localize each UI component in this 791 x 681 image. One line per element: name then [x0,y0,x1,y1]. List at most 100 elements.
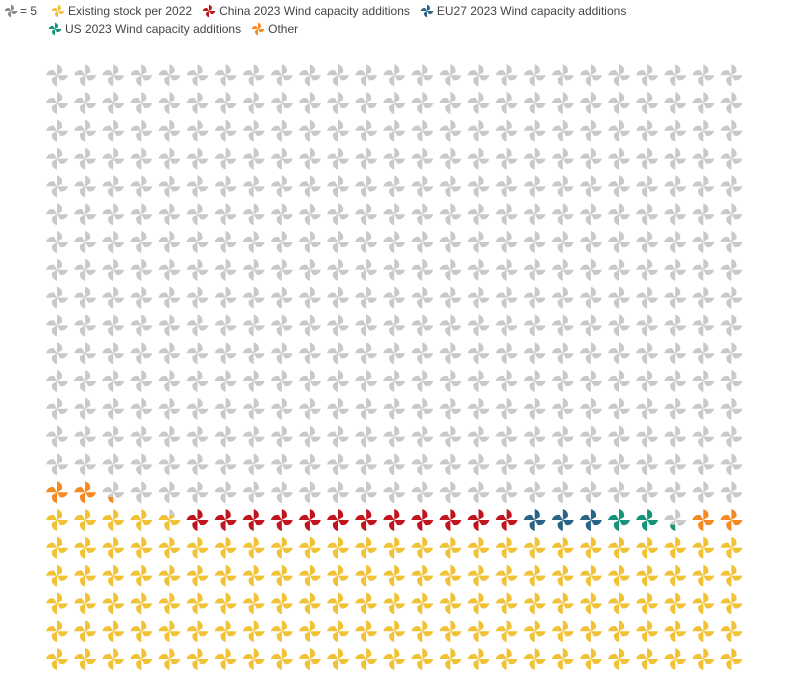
turbine-icon [523,147,546,170]
turbine-icon [214,92,237,114]
turbine-icon [467,64,490,87]
turbine-icon [214,536,237,559]
turbine-icon [495,370,518,392]
turbine-icon [102,258,125,281]
turbine-icon [551,175,574,198]
turbine-icon [46,648,68,670]
turbine-icon [692,592,715,615]
turbine-icon [664,147,687,170]
turbine-icon [495,119,518,142]
turbine-icon [74,370,97,392]
turbine-icon [102,286,125,309]
turbine-icon [355,481,378,504]
turbine-icon [327,258,349,281]
turbine-icon [551,592,574,615]
turbine-icon [383,64,406,87]
turbine-icon [579,92,602,114]
turbine-icon [692,64,715,87]
turbine-icon [467,286,490,309]
legend-label-eu27: EU27 2023 Wind capacity additions [436,4,627,18]
turbine-icon [270,564,293,587]
turbine-icon [298,314,321,337]
turbine-icon [102,509,125,531]
turbine-icon [298,453,321,476]
turbine-icon [664,592,687,615]
turbine-icon [720,592,743,615]
turbine-icon [74,231,97,253]
turbine-icon [636,314,659,337]
turbine-icon [46,175,68,198]
turbine-icon [411,648,434,670]
turbine-icon [130,175,153,198]
turbine-icon [48,22,62,36]
turbine-icon [692,397,715,420]
turbine-icon [411,147,434,170]
turbine-icon [523,314,546,337]
turbine-icon [579,314,602,337]
turbine-icon [551,286,574,309]
turbine-icon [214,509,237,531]
turbine-icon [579,536,602,559]
turbine-icon [186,536,209,559]
turbine-icon [327,397,349,420]
turbine-icon [327,231,349,253]
turbine-icon [102,481,125,504]
turbine-icon [158,64,181,87]
turbine-icon [46,231,68,253]
turbine-icon [551,397,574,420]
turbine-icon [495,620,518,643]
turbine-icon [720,648,743,670]
turbine-icon [579,648,602,670]
turbine-icon [383,203,406,226]
turbine-icon [411,92,434,114]
turbine-icon [608,425,630,448]
turbine-icon [130,620,153,643]
turbine-icon [692,342,715,365]
turbine-icon [551,481,574,504]
turbine-icon [130,203,153,226]
turbine-icon [551,564,574,587]
turbine-icon [608,92,630,114]
turbine-icon [130,342,153,365]
turbine-icon [270,481,293,504]
turbine-icon [551,314,574,337]
turbine-icon [692,203,715,226]
turbine-icon [102,175,125,198]
turbine-icon [46,509,68,531]
turbine-icon [720,453,743,476]
turbine-icon [158,147,181,170]
turbine-icon [242,92,265,114]
turbine-icon [439,481,462,504]
turbine-icon [130,564,153,587]
turbine-icon [214,370,237,392]
turbine-icon [74,119,97,142]
turbine-icon [720,147,743,170]
turbine-icon [720,397,743,420]
turbine-icon [411,620,434,643]
turbine-icon [270,397,293,420]
turbine-icon [214,648,237,670]
turbine-icon [270,370,293,392]
turbine-icon [664,453,687,476]
turbine-icon [495,648,518,670]
turbine-icon [46,64,68,87]
turbine-icon [298,342,321,365]
turbine-icon [158,175,181,198]
turbine-icon [495,453,518,476]
turbine-icon [242,592,265,615]
turbine-icon [242,231,265,253]
turbine-icon [439,536,462,559]
turbine-icon [298,620,321,643]
turbine-icon [270,175,293,198]
turbine-icon [383,147,406,170]
turbine-icon [214,231,237,253]
legend-item-other: Other [251,20,298,38]
turbine-icon [355,370,378,392]
turbine-icon [579,147,602,170]
turbine-icon [4,4,18,18]
turbine-icon [214,397,237,420]
turbine-icon [270,147,293,170]
turbine-icon [355,258,378,281]
turbine-icon [355,231,378,253]
